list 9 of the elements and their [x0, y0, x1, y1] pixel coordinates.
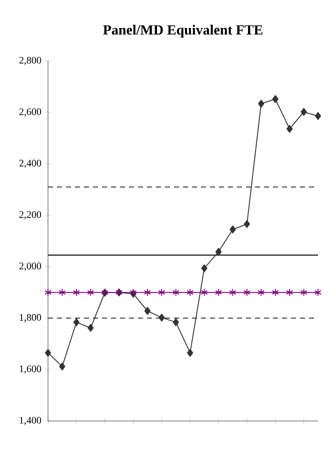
- y-tick-label: 1,800: [20, 314, 42, 322]
- y-tick-label: 2,400: [19, 160, 42, 168]
- y-tick-label: 2,600: [19, 108, 42, 117]
- chart-title: Panel/MD Equivalent FTE: [103, 24, 262, 38]
- y-tick-label: 1,600: [20, 365, 42, 374]
- y-tick-label: 1,400: [20, 416, 42, 426]
- y-tick-label: 2,000: [19, 262, 42, 271]
- y-tick-label: 2,200: [19, 211, 42, 220]
- y-tick-label: 2,800: [19, 56, 42, 66]
